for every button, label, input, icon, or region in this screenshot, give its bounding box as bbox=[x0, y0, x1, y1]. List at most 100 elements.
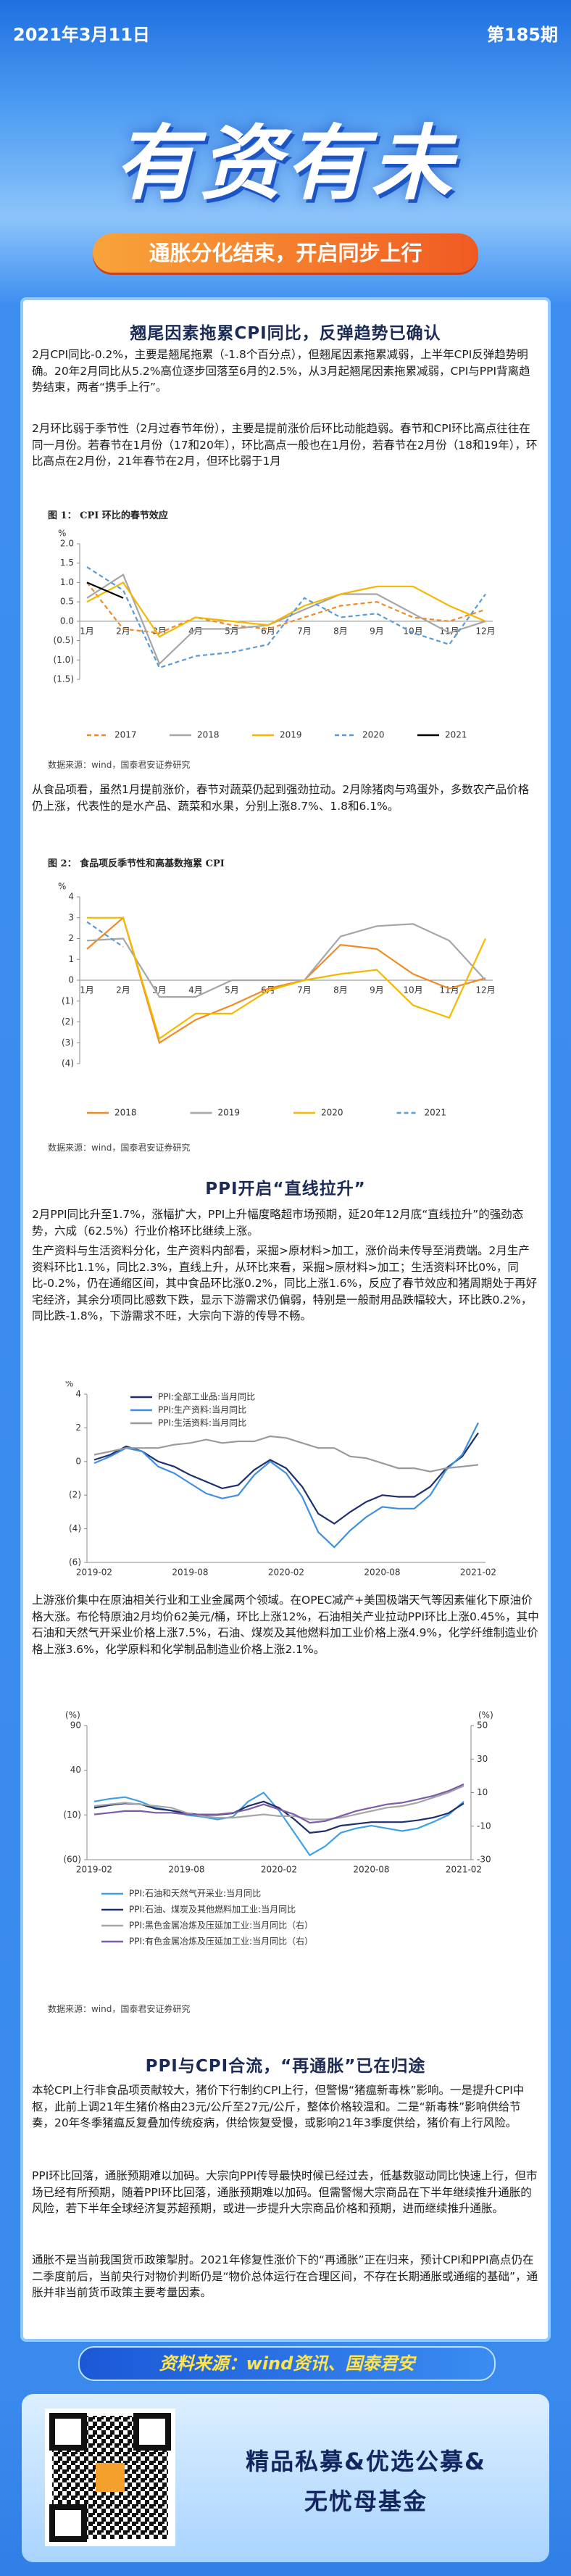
legend-label: 2018 bbox=[197, 730, 220, 740]
line-series bbox=[93, 1435, 479, 1473]
paragraph: 从食品项看，虽然1月提前涨价，春节对蔬菜仍起到强劲拉动。2月除猪肉与鸡蛋外，多数… bbox=[32, 783, 530, 813]
y-axis-label: % bbox=[58, 529, 66, 539]
x-tick-label: 3月 bbox=[152, 626, 167, 636]
line-series bbox=[93, 1792, 464, 1857]
y-tick-label: (2) bbox=[62, 1016, 74, 1027]
line-series bbox=[93, 1785, 464, 1821]
line-series bbox=[86, 923, 486, 998]
masthead: 有资有未 bbox=[114, 117, 457, 211]
y-tick-label: 2.0 bbox=[60, 539, 74, 549]
y-tick-label: 1.0 bbox=[60, 577, 74, 587]
x-tick-label: 2021-02 bbox=[446, 1865, 482, 1875]
y-tick-label: 3 bbox=[68, 912, 74, 922]
x-tick-label: 7月 bbox=[297, 626, 312, 636]
y-tick-label: -30 bbox=[477, 1855, 491, 1865]
paragraph: 2月PPI同比升至1.7%，涨幅扩大，PPI上升幅度略超市场预期，延20年12月… bbox=[32, 1208, 524, 1238]
legend-label: 2019 bbox=[280, 730, 302, 740]
y-tick-label: 30 bbox=[477, 1754, 488, 1764]
legend-label: PPI:生活资料:当月同比 bbox=[158, 1418, 246, 1428]
legend-label: PPI:石油、煤炭及其他燃料加工业:当月同比 bbox=[129, 1904, 296, 1915]
x-tick-label: 2021-02 bbox=[460, 1567, 496, 1578]
x-tick-label: 2020-08 bbox=[353, 1865, 389, 1875]
line-series bbox=[86, 921, 124, 948]
legend-label: 2017 bbox=[114, 730, 137, 740]
line-series bbox=[86, 916, 486, 1045]
x-tick-label: 1月 bbox=[80, 985, 94, 995]
y-tick-label: 0 bbox=[75, 1456, 81, 1466]
chart: %4 2 0 (2) (4) (6)2019-02 2019-08 2020-02 2020-0… bbox=[65, 1381, 496, 1578]
line-series bbox=[87, 916, 487, 1040]
x-tick-label: 9月 bbox=[370, 626, 384, 636]
x-tick-label: 2020-08 bbox=[364, 1567, 400, 1578]
legend-label: PPI:石油和天然气开采业:当月同比 bbox=[129, 1888, 261, 1899]
y-tick-label: (1) bbox=[62, 995, 74, 1006]
y-tick-label: (10) bbox=[63, 1810, 81, 1820]
line-series bbox=[93, 1422, 479, 1549]
x-tick-label: 10月 bbox=[403, 626, 422, 636]
y-tick-label: 0.5 bbox=[60, 597, 74, 607]
x-tick-label: 9月 bbox=[370, 985, 384, 995]
content-card bbox=[20, 297, 551, 2342]
line-series bbox=[93, 1432, 479, 1525]
legend-label: 2020 bbox=[362, 730, 385, 740]
x-tick-label: 5月 bbox=[225, 626, 239, 636]
y-tick-label: (4) bbox=[69, 1523, 81, 1533]
paragraph: 2月环比弱于季节性（2月过春节年份），主要是提前涨价后环比动能趋弱。春节和CPI… bbox=[32, 422, 538, 468]
y-tick-label: (1.0) bbox=[54, 655, 74, 665]
y-tick-label: (6) bbox=[69, 1557, 81, 1567]
figure-title: 图 1： CPI 环比的春节效应 bbox=[48, 510, 168, 521]
x-tick-label: 1月 bbox=[80, 626, 94, 636]
paragraph: 生产资料与生活资料分化，生产资料内部看，采掘>原材料>加工，涨价尚未传导至消费端… bbox=[32, 1244, 538, 1323]
y-tick-label: (0.5) bbox=[54, 635, 74, 645]
legend-label: PPI:有色金属冶炼及压延加工业:当月同比（右） bbox=[129, 1936, 313, 1947]
legend-label: PPI:黑色金属冶炼及压延加工业:当月同比（右） bbox=[129, 1920, 313, 1931]
legend-label: 2018 bbox=[114, 1108, 137, 1118]
y-tick-label: 2 bbox=[75, 1422, 81, 1433]
y-axis-label: (%) bbox=[65, 1710, 80, 1720]
heading: PPI开启“直线拉升” bbox=[205, 1180, 366, 1198]
line-series bbox=[86, 573, 486, 666]
x-tick-label: 11月 bbox=[439, 626, 459, 636]
x-tick-label: 2月 bbox=[116, 626, 130, 636]
y-tick-label: (3) bbox=[62, 1038, 74, 1048]
slogan: 无忧母基金 bbox=[304, 2488, 428, 2515]
paragraph: 通胀不是当前我国货币政策掣肘。2021年修复性涨价下的“再通胀”正在归来，预计C… bbox=[32, 2253, 538, 2300]
y-tick-label: 10 bbox=[477, 1787, 488, 1797]
x-tick-label: 2019-02 bbox=[76, 1567, 112, 1578]
x-tick-label: 2020-02 bbox=[268, 1567, 304, 1578]
qr-code bbox=[45, 2409, 175, 2546]
x-tick-label: 12月 bbox=[475, 985, 495, 995]
line-series bbox=[86, 566, 486, 669]
y-axis-label: % bbox=[65, 1381, 73, 1389]
figure-title: 图 2： 食品项反季节性和高基数拖累 CPI bbox=[48, 858, 225, 869]
y-tick-label: 4 bbox=[68, 892, 74, 902]
y-tick-label: 90 bbox=[70, 1720, 81, 1731]
issue: 第185期 bbox=[486, 25, 558, 45]
y-tick-label: 2 bbox=[68, 933, 74, 943]
source: 数据来源：wind，国泰君安证券研究 bbox=[48, 760, 191, 770]
line-series bbox=[86, 581, 486, 638]
source: 数据来源：wind，国泰君安证券研究 bbox=[48, 1143, 191, 1153]
x-tick-label: 12月 bbox=[475, 626, 495, 636]
legend-label: 2019 bbox=[218, 1108, 241, 1118]
y-tick-label: 40 bbox=[70, 1765, 81, 1775]
slogan: 精品私募&优选公募& bbox=[246, 2448, 486, 2475]
y2-axis-label: (%) bbox=[478, 1710, 493, 1720]
source-banner: 资料来源：wind资讯、国泰君安 bbox=[78, 2346, 496, 2381]
y-axis-label: % bbox=[58, 882, 66, 892]
x-tick-label: 10月 bbox=[403, 985, 422, 995]
line-series bbox=[93, 1783, 464, 1824]
y-tick-label: (2) bbox=[69, 1490, 81, 1500]
x-tick-label: 5月 bbox=[225, 985, 239, 995]
line-series bbox=[86, 581, 124, 599]
heading: PPI与CPI合流，“再通胀”已在归途 bbox=[145, 2057, 426, 2076]
y-tick-label: 0 bbox=[68, 975, 74, 985]
x-tick-label: 2019-08 bbox=[168, 1865, 204, 1875]
date: 2021年3月11日 bbox=[13, 25, 150, 45]
legend-label: 2021 bbox=[425, 1108, 447, 1118]
y-tick-label: 50 bbox=[477, 1720, 488, 1731]
x-tick-label: 2019-08 bbox=[172, 1567, 208, 1578]
y-tick-label: (60) bbox=[63, 1855, 81, 1865]
y-tick-label: 1 bbox=[68, 954, 74, 964]
